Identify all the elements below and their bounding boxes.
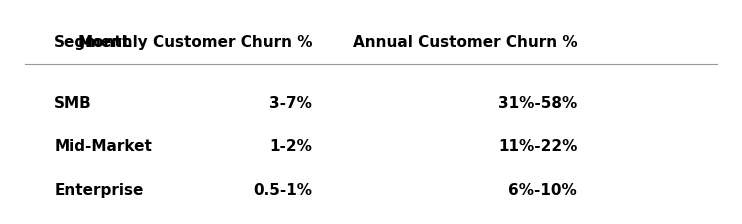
Text: 1-2%: 1-2% (269, 140, 312, 155)
Text: 6%-10%: 6%-10% (508, 183, 577, 198)
Text: SMB: SMB (54, 96, 92, 111)
Text: Monthly Customer Churn %: Monthly Customer Churn % (78, 34, 312, 50)
Text: Annual Customer Churn %: Annual Customer Churn % (352, 34, 577, 50)
Text: 0.5-1%: 0.5-1% (253, 183, 312, 198)
Text: 11%-22%: 11%-22% (498, 140, 577, 155)
Text: 3-7%: 3-7% (269, 96, 312, 111)
Text: Mid-Market: Mid-Market (54, 140, 152, 155)
Text: Segment: Segment (54, 34, 131, 50)
Text: Enterprise: Enterprise (54, 183, 144, 198)
Text: 31%-58%: 31%-58% (498, 96, 577, 111)
